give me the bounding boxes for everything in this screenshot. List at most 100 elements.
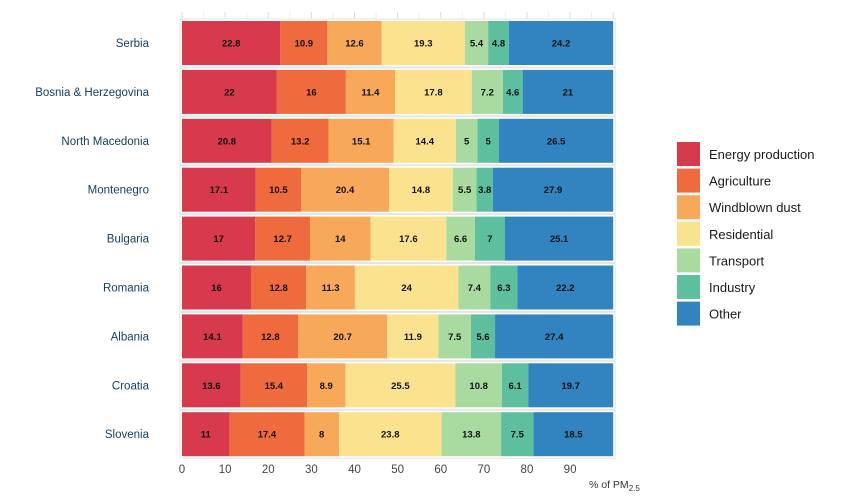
x-axis: 0 10 20 30 40 50 60 70 80 90 (179, 464, 577, 476)
data-label: 25.5 (391, 381, 410, 392)
data-label: 14.4 (416, 136, 435, 147)
bar-segment (307, 363, 346, 408)
x-tick-label: 80 (521, 464, 534, 476)
category-labels: Serbia Bosnia & Herzegovina North Macedoni… (35, 38, 149, 441)
data-label: 13.8 (462, 430, 481, 441)
bar-segment (501, 363, 529, 408)
bar-segment (182, 363, 241, 408)
bar-segment (501, 412, 534, 457)
category-label: Romania (103, 283, 150, 295)
bar-segment (301, 167, 389, 212)
category-label: Albania (111, 331, 150, 343)
legend-label: Residential (709, 227, 773, 242)
category-label: Croatia (112, 380, 150, 392)
x-tick-label: 10 (219, 464, 232, 476)
bar-segment (304, 412, 339, 457)
legend-label: Industry (709, 280, 756, 295)
bar-segment (381, 21, 465, 65)
bar-segment (182, 118, 272, 163)
data-label: 11.3 (322, 283, 340, 294)
bar-segment (182, 216, 256, 261)
x-tick-label: 20 (262, 464, 275, 476)
bar-segment (328, 118, 394, 163)
bar-segment (464, 21, 489, 65)
bar-segment (250, 265, 307, 310)
bar-segment (522, 69, 614, 114)
x-axis-label: % of PM2.5 (589, 479, 640, 493)
data-label: 22 (224, 87, 235, 98)
x-tick-label: 50 (391, 464, 404, 476)
data-label: 4.6 (506, 87, 519, 98)
legend-swatch (677, 248, 700, 273)
bar-segment (441, 412, 502, 457)
data-label: 17.8 (424, 87, 443, 98)
legend-swatch (677, 275, 700, 299)
data-label: 15.4 (265, 381, 284, 392)
bar-segment (182, 69, 277, 114)
category-label: Bosnia & Herzegovina (35, 87, 149, 99)
bar-segment (240, 363, 308, 408)
legend-label: Transport (709, 253, 765, 268)
category-label: Serbia (116, 38, 150, 50)
data-label: 20.4 (336, 185, 355, 196)
data-label: 27.4 (545, 332, 564, 343)
data-label: 13.6 (202, 381, 221, 392)
bar-segment (452, 167, 477, 212)
data-label: 5.5 (458, 185, 472, 196)
legend-swatch (677, 168, 700, 193)
data-label: 6.3 (497, 283, 510, 294)
legend-label: Other (709, 307, 742, 322)
bar-segment (345, 363, 456, 408)
legend-label: Agriculture (709, 174, 771, 189)
bar-segment (438, 314, 471, 359)
data-label: 3.8 (478, 185, 491, 196)
data-label: 7 (487, 234, 492, 245)
category-label: Bulgaria (107, 234, 150, 246)
bar-segment (502, 69, 523, 114)
data-label: 26.5 (547, 136, 566, 147)
data-label: 5 (486, 136, 492, 147)
data-label: 22.2 (556, 283, 575, 294)
category-label: North Macedonia (61, 136, 149, 148)
data-label: 7.5 (511, 430, 525, 441)
data-label: 16 (211, 283, 222, 294)
data-label: 14 (335, 234, 346, 245)
data-label: 17.6 (399, 234, 418, 245)
bar-segment (345, 69, 396, 114)
data-label: 20.8 (218, 136, 237, 147)
bar-segment (508, 21, 614, 65)
data-label: 5.6 (476, 332, 489, 343)
bar-segment (255, 216, 311, 261)
bar-segment (488, 21, 509, 65)
data-label: 10.9 (295, 39, 314, 50)
x-tick-label: 90 (564, 464, 577, 476)
data-label: 24.2 (552, 39, 571, 50)
bar-segment (498, 118, 614, 163)
category-label: Slovenia (105, 429, 150, 441)
bar-segment (470, 314, 496, 359)
data-label: 7.5 (448, 332, 462, 343)
data-label: 17.4 (258, 430, 277, 441)
data-label: 10.8 (469, 381, 488, 392)
bar-segment (476, 167, 493, 212)
bar-segment (395, 69, 472, 114)
bar-segment (182, 167, 256, 212)
bar-segment (495, 314, 614, 359)
bar-segment (182, 21, 281, 65)
bar-segment (310, 216, 371, 261)
bar-segment (446, 216, 475, 261)
data-label: 18.5 (564, 430, 583, 441)
data-label: 17.1 (210, 185, 229, 196)
data-label: 27.9 (544, 185, 563, 196)
bar-segment (370, 216, 447, 261)
data-label: 24 (401, 283, 412, 294)
data-label: 21 (563, 87, 574, 98)
data-label: 7.4 (468, 283, 482, 294)
bar-segment (327, 21, 382, 65)
data-label: 16 (306, 87, 317, 98)
category-label: Montenegro (88, 185, 149, 197)
data-label: 14.1 (203, 332, 222, 343)
data-label: 12.6 (345, 39, 364, 50)
data-label: 11.9 (404, 332, 422, 343)
